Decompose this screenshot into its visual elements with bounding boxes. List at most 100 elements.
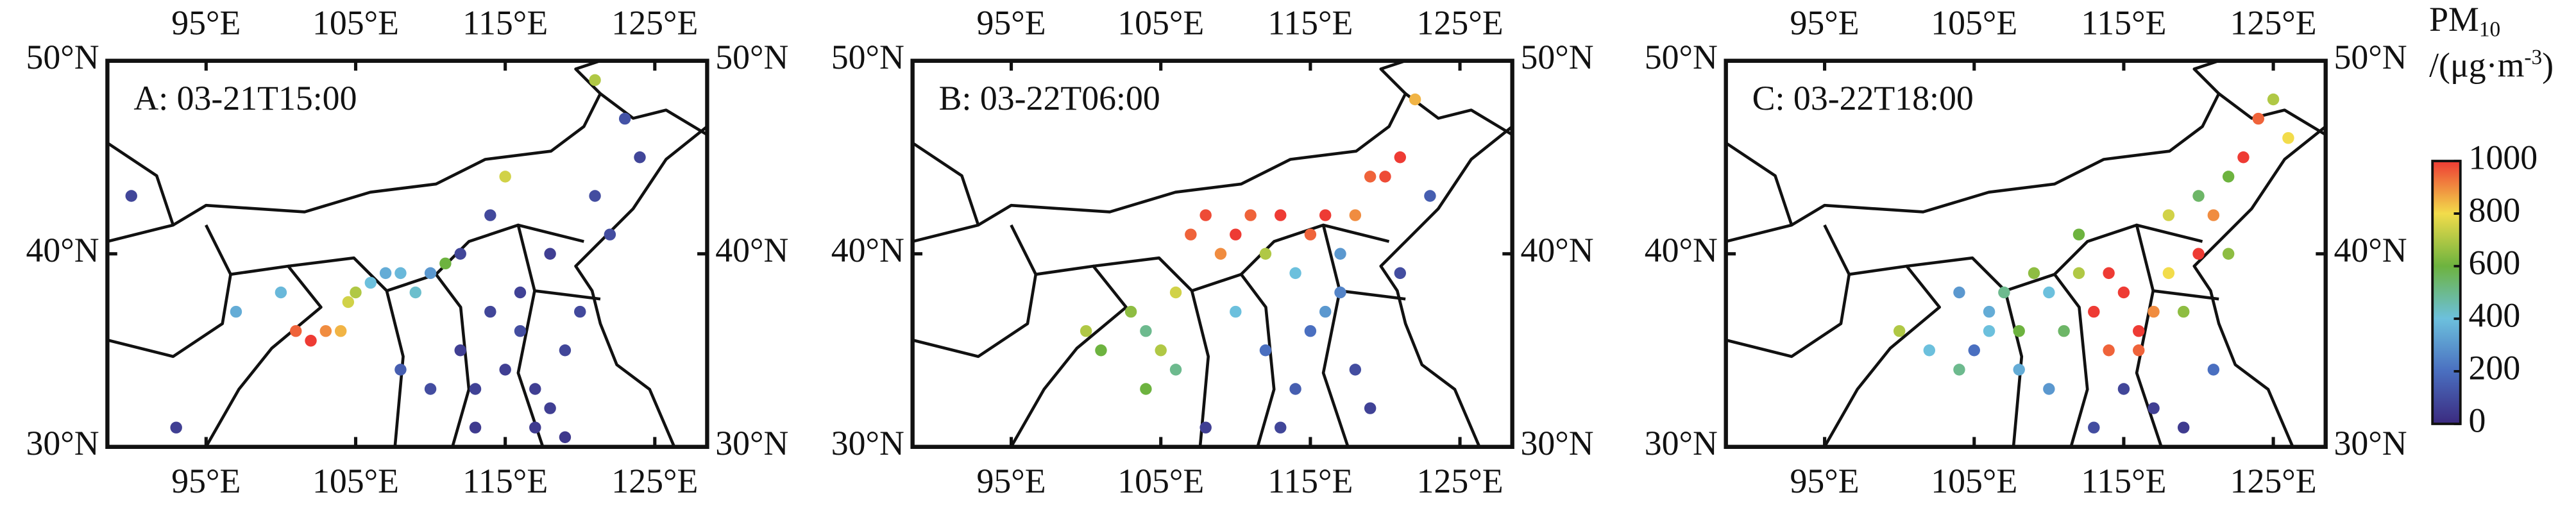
map-area bbox=[913, 61, 1513, 447]
station-point bbox=[1319, 305, 1332, 318]
station-point bbox=[589, 190, 601, 202]
station-point bbox=[1199, 421, 1212, 434]
station-point bbox=[319, 325, 332, 337]
station-point bbox=[2043, 383, 2055, 395]
station-point bbox=[2148, 402, 2160, 414]
station-point bbox=[1953, 364, 1965, 376]
station-point bbox=[2192, 190, 2205, 202]
y-tick-label: 50°N bbox=[26, 38, 99, 76]
y-tick-label: 40°N bbox=[715, 231, 788, 269]
station-point bbox=[1304, 228, 1317, 240]
station-point bbox=[1349, 364, 1362, 376]
station-point bbox=[544, 402, 556, 414]
map-area bbox=[1726, 61, 2326, 447]
station-point bbox=[439, 257, 452, 270]
station-point bbox=[2043, 286, 2055, 299]
x-tick-label: 95°E bbox=[171, 462, 241, 500]
colorbar-tick-label: 1000 bbox=[2469, 138, 2538, 176]
station-point bbox=[1244, 209, 1257, 221]
station-point bbox=[2177, 421, 2190, 434]
station-point bbox=[1169, 364, 1182, 376]
x-tick-label: 125°E bbox=[2230, 462, 2317, 500]
panel-title: C: 03-22T18:00 bbox=[1752, 79, 1974, 117]
colorbar-tick-label: 200 bbox=[2469, 348, 2521, 387]
colorbar-unit: /(μg·m-3) bbox=[2429, 46, 2554, 85]
station-point bbox=[2162, 267, 2175, 280]
station-point bbox=[2252, 112, 2265, 125]
station-point bbox=[2282, 131, 2294, 144]
station-point bbox=[514, 325, 527, 337]
colorbar-tick-label: 400 bbox=[2469, 296, 2521, 334]
map-panel: 95°E 95°E 105°E 105°E 115°E 115°E 125°E 125°E 30… bbox=[26, 3, 788, 500]
y-tick-label: 50°N bbox=[1645, 38, 1718, 76]
station-point bbox=[2148, 305, 2160, 318]
boundaries bbox=[913, 61, 1513, 447]
station-point bbox=[350, 286, 362, 299]
station-point bbox=[1968, 344, 1980, 357]
x-tick-label: 105°E bbox=[1931, 462, 2017, 500]
station-point bbox=[2072, 267, 2085, 280]
station-point bbox=[424, 383, 437, 395]
y-tick-label: 30°N bbox=[26, 424, 99, 462]
station-point bbox=[2117, 286, 2130, 299]
y-tick-label: 30°N bbox=[1520, 424, 1593, 462]
map-area bbox=[107, 61, 707, 447]
colorbar-title-sub: 10 bbox=[2479, 17, 2500, 41]
station-point bbox=[1379, 171, 1391, 183]
station-point bbox=[529, 421, 541, 434]
colorbar-tick-label: 800 bbox=[2469, 190, 2521, 229]
station-point bbox=[1349, 209, 1362, 221]
station-point bbox=[2162, 209, 2175, 221]
station-point bbox=[514, 286, 527, 299]
x-tick-label: 105°E bbox=[1117, 462, 1204, 500]
station-point bbox=[529, 383, 541, 395]
station-point bbox=[305, 335, 317, 347]
station-point bbox=[2072, 228, 2085, 240]
station-point bbox=[484, 209, 496, 221]
station-point bbox=[379, 267, 392, 280]
station-point bbox=[484, 305, 496, 318]
station-point bbox=[2013, 364, 2025, 376]
station-point bbox=[334, 325, 347, 337]
station-point bbox=[1334, 286, 1346, 299]
x-tick-label: 95°E bbox=[976, 3, 1046, 42]
station-point bbox=[499, 171, 511, 183]
station-point bbox=[424, 267, 437, 280]
x-tick-label: 95°E bbox=[171, 3, 241, 42]
map-panel: 95°E 95°E 105°E 105°E 115°E 115°E 125°E 125°E 30… bbox=[1645, 3, 2407, 500]
y-tick-label: 50°N bbox=[715, 38, 788, 76]
station-point bbox=[559, 431, 572, 443]
y-tick-label: 40°N bbox=[1645, 231, 1718, 269]
y-tick-label: 30°N bbox=[1645, 424, 1718, 462]
station-point bbox=[1998, 286, 2010, 299]
station-point bbox=[1983, 305, 1996, 318]
station-point bbox=[1230, 305, 1242, 318]
colorbar-title-main: PM bbox=[2429, 0, 2479, 38]
y-tick-label: 40°N bbox=[831, 231, 904, 269]
station-point bbox=[2028, 267, 2040, 280]
station-point bbox=[1923, 344, 1936, 357]
y-tick-label: 50°N bbox=[2334, 38, 2407, 76]
station-point bbox=[2088, 421, 2100, 434]
y-tick-label: 40°N bbox=[1520, 231, 1593, 269]
x-tick-label: 125°E bbox=[611, 462, 698, 500]
station-point bbox=[1080, 325, 1092, 337]
y-tick-label: 30°N bbox=[2334, 424, 2407, 462]
y-tick-label: 50°N bbox=[831, 38, 904, 76]
station-point bbox=[1893, 325, 1906, 337]
boundaries bbox=[107, 61, 707, 447]
frame bbox=[910, 58, 1514, 449]
station-point bbox=[1409, 93, 1421, 106]
station-point bbox=[290, 325, 302, 337]
station-point bbox=[2058, 325, 2070, 337]
station-point bbox=[589, 74, 601, 87]
station-point bbox=[469, 383, 482, 395]
station-point bbox=[1230, 228, 1242, 240]
frame bbox=[1724, 58, 2328, 449]
station-point bbox=[1095, 344, 1107, 357]
station-point bbox=[574, 305, 586, 318]
station-point bbox=[125, 190, 137, 202]
station-point bbox=[1289, 383, 1301, 395]
y-tick-label: 50°N bbox=[1520, 38, 1593, 76]
